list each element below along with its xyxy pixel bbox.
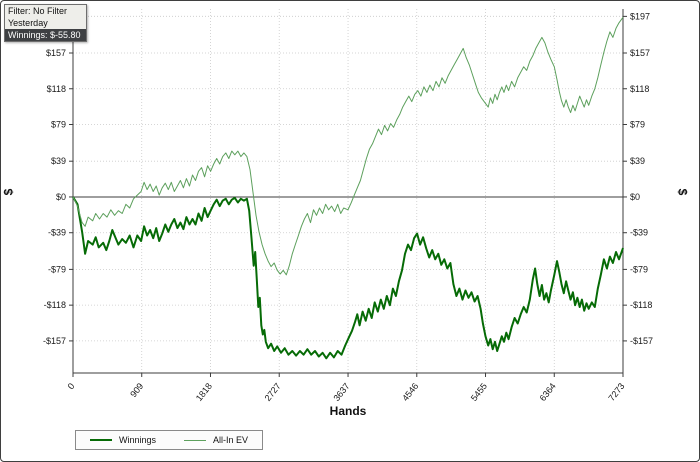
x-tick-label: 7273 xyxy=(606,381,626,403)
x-tick-label: 909 xyxy=(128,381,145,399)
y-tick-label-right: $157 xyxy=(630,48,650,58)
y-tick-label-right: $197 xyxy=(630,11,650,21)
legend-item-allin-ev[interactable]: All-In EV xyxy=(184,435,248,445)
y-tick-label-left: -$39 xyxy=(48,228,66,238)
y-tick-label-right: -$39 xyxy=(630,228,648,238)
y-tick-label-right: $118 xyxy=(630,84,649,94)
y-tick-label-left: $0 xyxy=(56,192,66,202)
winnings-total-line: Winnings: $-55.80 xyxy=(5,29,86,41)
y-tick-label-left: -$118 xyxy=(44,300,66,310)
y-tick-label-left: -$79 xyxy=(48,264,66,274)
y-tick-label-right: -$79 xyxy=(630,264,648,274)
y-tick-label-right: -$157 xyxy=(630,336,653,346)
legend: Winnings All-In EV xyxy=(75,430,264,450)
filter-line: Filter: No Filter xyxy=(8,6,68,16)
x-tick-label: 2727 xyxy=(263,381,283,403)
filter-info-tooltip: Filter: No Filter Yesterday Winnings: $-… xyxy=(4,4,87,42)
y-tick-label-right: $0 xyxy=(630,192,640,202)
x-axis-title: Hands xyxy=(329,404,367,418)
y-axis-title-right: $ xyxy=(675,188,690,196)
legend-label-allin-ev: All-In EV xyxy=(213,435,249,445)
x-tick-label: 1818 xyxy=(194,381,214,403)
x-tick-label: 6364 xyxy=(538,381,558,403)
x-tick-label: 0 xyxy=(66,381,77,391)
allin-ev-line-sample xyxy=(184,439,207,441)
y-tick-label-right: $79 xyxy=(630,120,645,130)
y-tick-label-right: -$118 xyxy=(630,300,652,310)
legend-label-winnings: Winnings xyxy=(119,435,157,445)
winnings-line-sample xyxy=(90,439,112,441)
x-tick-label: 5455 xyxy=(469,381,489,403)
x-tick-label: 3637 xyxy=(331,381,351,403)
y-tick-label-right: $39 xyxy=(630,156,645,166)
y-tick-label-left: $79 xyxy=(51,120,66,130)
period-line: Yesterday xyxy=(8,18,48,28)
y-tick-label-left: $157 xyxy=(46,48,66,58)
y-tick-label-left: $118 xyxy=(47,84,66,94)
series-line-winnings xyxy=(72,196,624,360)
series-line-all-in-ev xyxy=(72,17,624,276)
legend-item-winnings[interactable]: Winnings xyxy=(90,435,156,445)
y-axis-title-left: $ xyxy=(1,188,16,196)
y-tick-label-left: $39 xyxy=(51,156,66,166)
x-tick-label: 4546 xyxy=(400,381,420,403)
y-tick-label-left: -$157 xyxy=(43,336,66,346)
